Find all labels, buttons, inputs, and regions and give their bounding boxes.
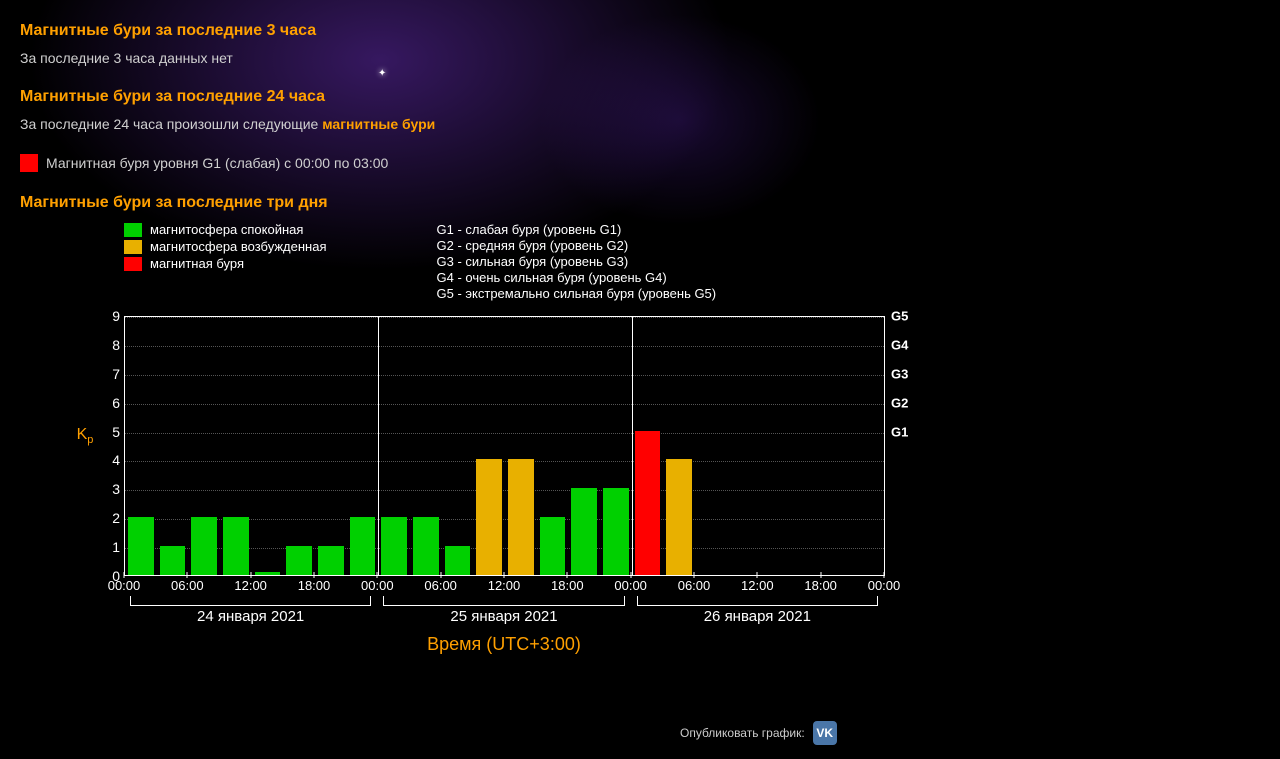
right-label: G2	[891, 395, 908, 410]
bar	[286, 546, 312, 575]
bar	[255, 572, 281, 575]
y-axis-label: Kp	[70, 426, 100, 446]
heading-24h: Магнитные бури за последние 24 часа	[20, 88, 1260, 106]
y-tick: 1	[112, 539, 120, 555]
x-tick: 12:00	[488, 578, 521, 593]
bar	[508, 459, 534, 575]
bar	[445, 546, 471, 575]
legend-g-level: G1 - слабая буря (уровень G1)	[437, 222, 717, 237]
x-tick: 00:00	[868, 578, 901, 593]
bar	[318, 546, 344, 575]
y-tick: 3	[112, 481, 120, 497]
x-axis-label: Время (UTC+3:00)	[124, 634, 884, 655]
heading-3h: Магнитные бури за последние 3 часа	[20, 22, 1260, 40]
legend-g-level: G2 - средняя буря (уровень G2)	[437, 238, 717, 253]
x-tick: 06:00	[171, 578, 204, 593]
right-label: G4	[891, 337, 908, 352]
legend-label: магнитная буря	[150, 256, 244, 271]
right-label: G5	[891, 309, 908, 324]
legend-item: магнитосфера спокойная	[124, 222, 327, 237]
bar	[381, 517, 407, 575]
x-tick: 00:00	[108, 578, 141, 593]
legend-g-level: G5 - экстремально сильная буря (уровень …	[437, 286, 717, 301]
date-bracket	[637, 596, 878, 606]
y-axis: 0123456789	[100, 316, 124, 576]
bar	[160, 546, 186, 575]
publish-row: Опубликовать график: VK	[680, 721, 837, 745]
bar	[128, 517, 154, 575]
kp-chart: магнитосфера спокойная магнитосфера возбу…	[70, 222, 950, 655]
x-axis: 00:00 06:00 12:00 18:00 00:00 06:00 12:00 18:00…	[124, 576, 884, 596]
day-separator	[632, 317, 633, 575]
legend-label: магнитосфера возбужденная	[150, 239, 327, 254]
gridline	[125, 433, 884, 434]
gridline	[125, 461, 884, 462]
x-tick: 00:00	[361, 578, 394, 593]
chart-legend: магнитосфера спокойная магнитосфера возбу…	[124, 222, 950, 302]
gridline	[125, 490, 884, 491]
bar	[476, 459, 502, 575]
legend-label: магнитосфера спокойная	[150, 222, 303, 237]
vk-icon[interactable]: VK	[813, 721, 837, 745]
date-label: 26 января 2021	[704, 608, 811, 625]
y-tick: 2	[112, 510, 120, 526]
x-tick: 18:00	[551, 578, 584, 593]
bar	[223, 517, 249, 575]
y-tick: 9	[112, 308, 120, 324]
text-24h-intro: За последние 24 часа произошли следующие…	[20, 116, 1260, 132]
right-label: G1	[891, 424, 908, 439]
legend-g-level: G4 - очень сильная буря (уровень G4)	[437, 270, 717, 285]
y-tick: 4	[112, 452, 120, 468]
x-tick: 18:00	[804, 578, 837, 593]
text-3h-nodata: За последние 3 часа данных нет	[20, 50, 1260, 66]
x-tick: 18:00	[298, 578, 331, 593]
gridline	[125, 317, 884, 318]
gridline	[125, 404, 884, 405]
storm-swatch	[20, 154, 38, 172]
y-tick: 8	[112, 337, 120, 353]
legend-swatch	[124, 240, 142, 254]
gridline	[125, 375, 884, 376]
date-row: 24 января 2021 25 января 2021 26 января 20…	[124, 596, 884, 630]
date-label: 25 января 2021	[450, 608, 557, 625]
day-separator	[378, 317, 379, 575]
bar	[350, 517, 376, 575]
plot-area	[124, 316, 884, 576]
right-label: G3	[891, 366, 908, 381]
bar	[413, 517, 439, 575]
bar	[603, 488, 629, 575]
publish-label: Опубликовать график:	[680, 726, 805, 740]
heading-3d: Магнитные бури за последние три дня	[20, 194, 1260, 212]
legend-swatch	[124, 223, 142, 237]
date-bracket	[383, 596, 624, 606]
x-tick: 06:00	[678, 578, 711, 593]
x-tick: 12:00	[741, 578, 774, 593]
legend-swatch	[124, 257, 142, 271]
gridline	[125, 346, 884, 347]
x-tick: 06:00	[424, 578, 457, 593]
legend-g-level: G3 - сильная буря (уровень G3)	[437, 254, 717, 269]
bar	[191, 517, 217, 575]
y-tick: 5	[112, 424, 120, 440]
legend-item: магнитосфера возбужденная	[124, 239, 327, 254]
y-tick: 6	[112, 395, 120, 411]
right-axis: G5G4G3G2G1	[884, 316, 928, 576]
bar	[635, 431, 661, 575]
legend-item: магнитная буря	[124, 256, 327, 271]
date-bracket	[130, 596, 371, 606]
x-tick: 00:00	[614, 578, 647, 593]
date-label: 24 января 2021	[197, 608, 304, 625]
storm-event-line: Магнитная буря уровня G1 (слабая) с 00:0…	[20, 154, 1260, 172]
bar	[540, 517, 566, 575]
bar	[666, 459, 692, 575]
bar	[571, 488, 597, 575]
storm-event-text: Магнитная буря уровня G1 (слабая) с 00:0…	[46, 155, 388, 171]
x-tick: 12:00	[234, 578, 267, 593]
y-tick: 7	[112, 366, 120, 382]
